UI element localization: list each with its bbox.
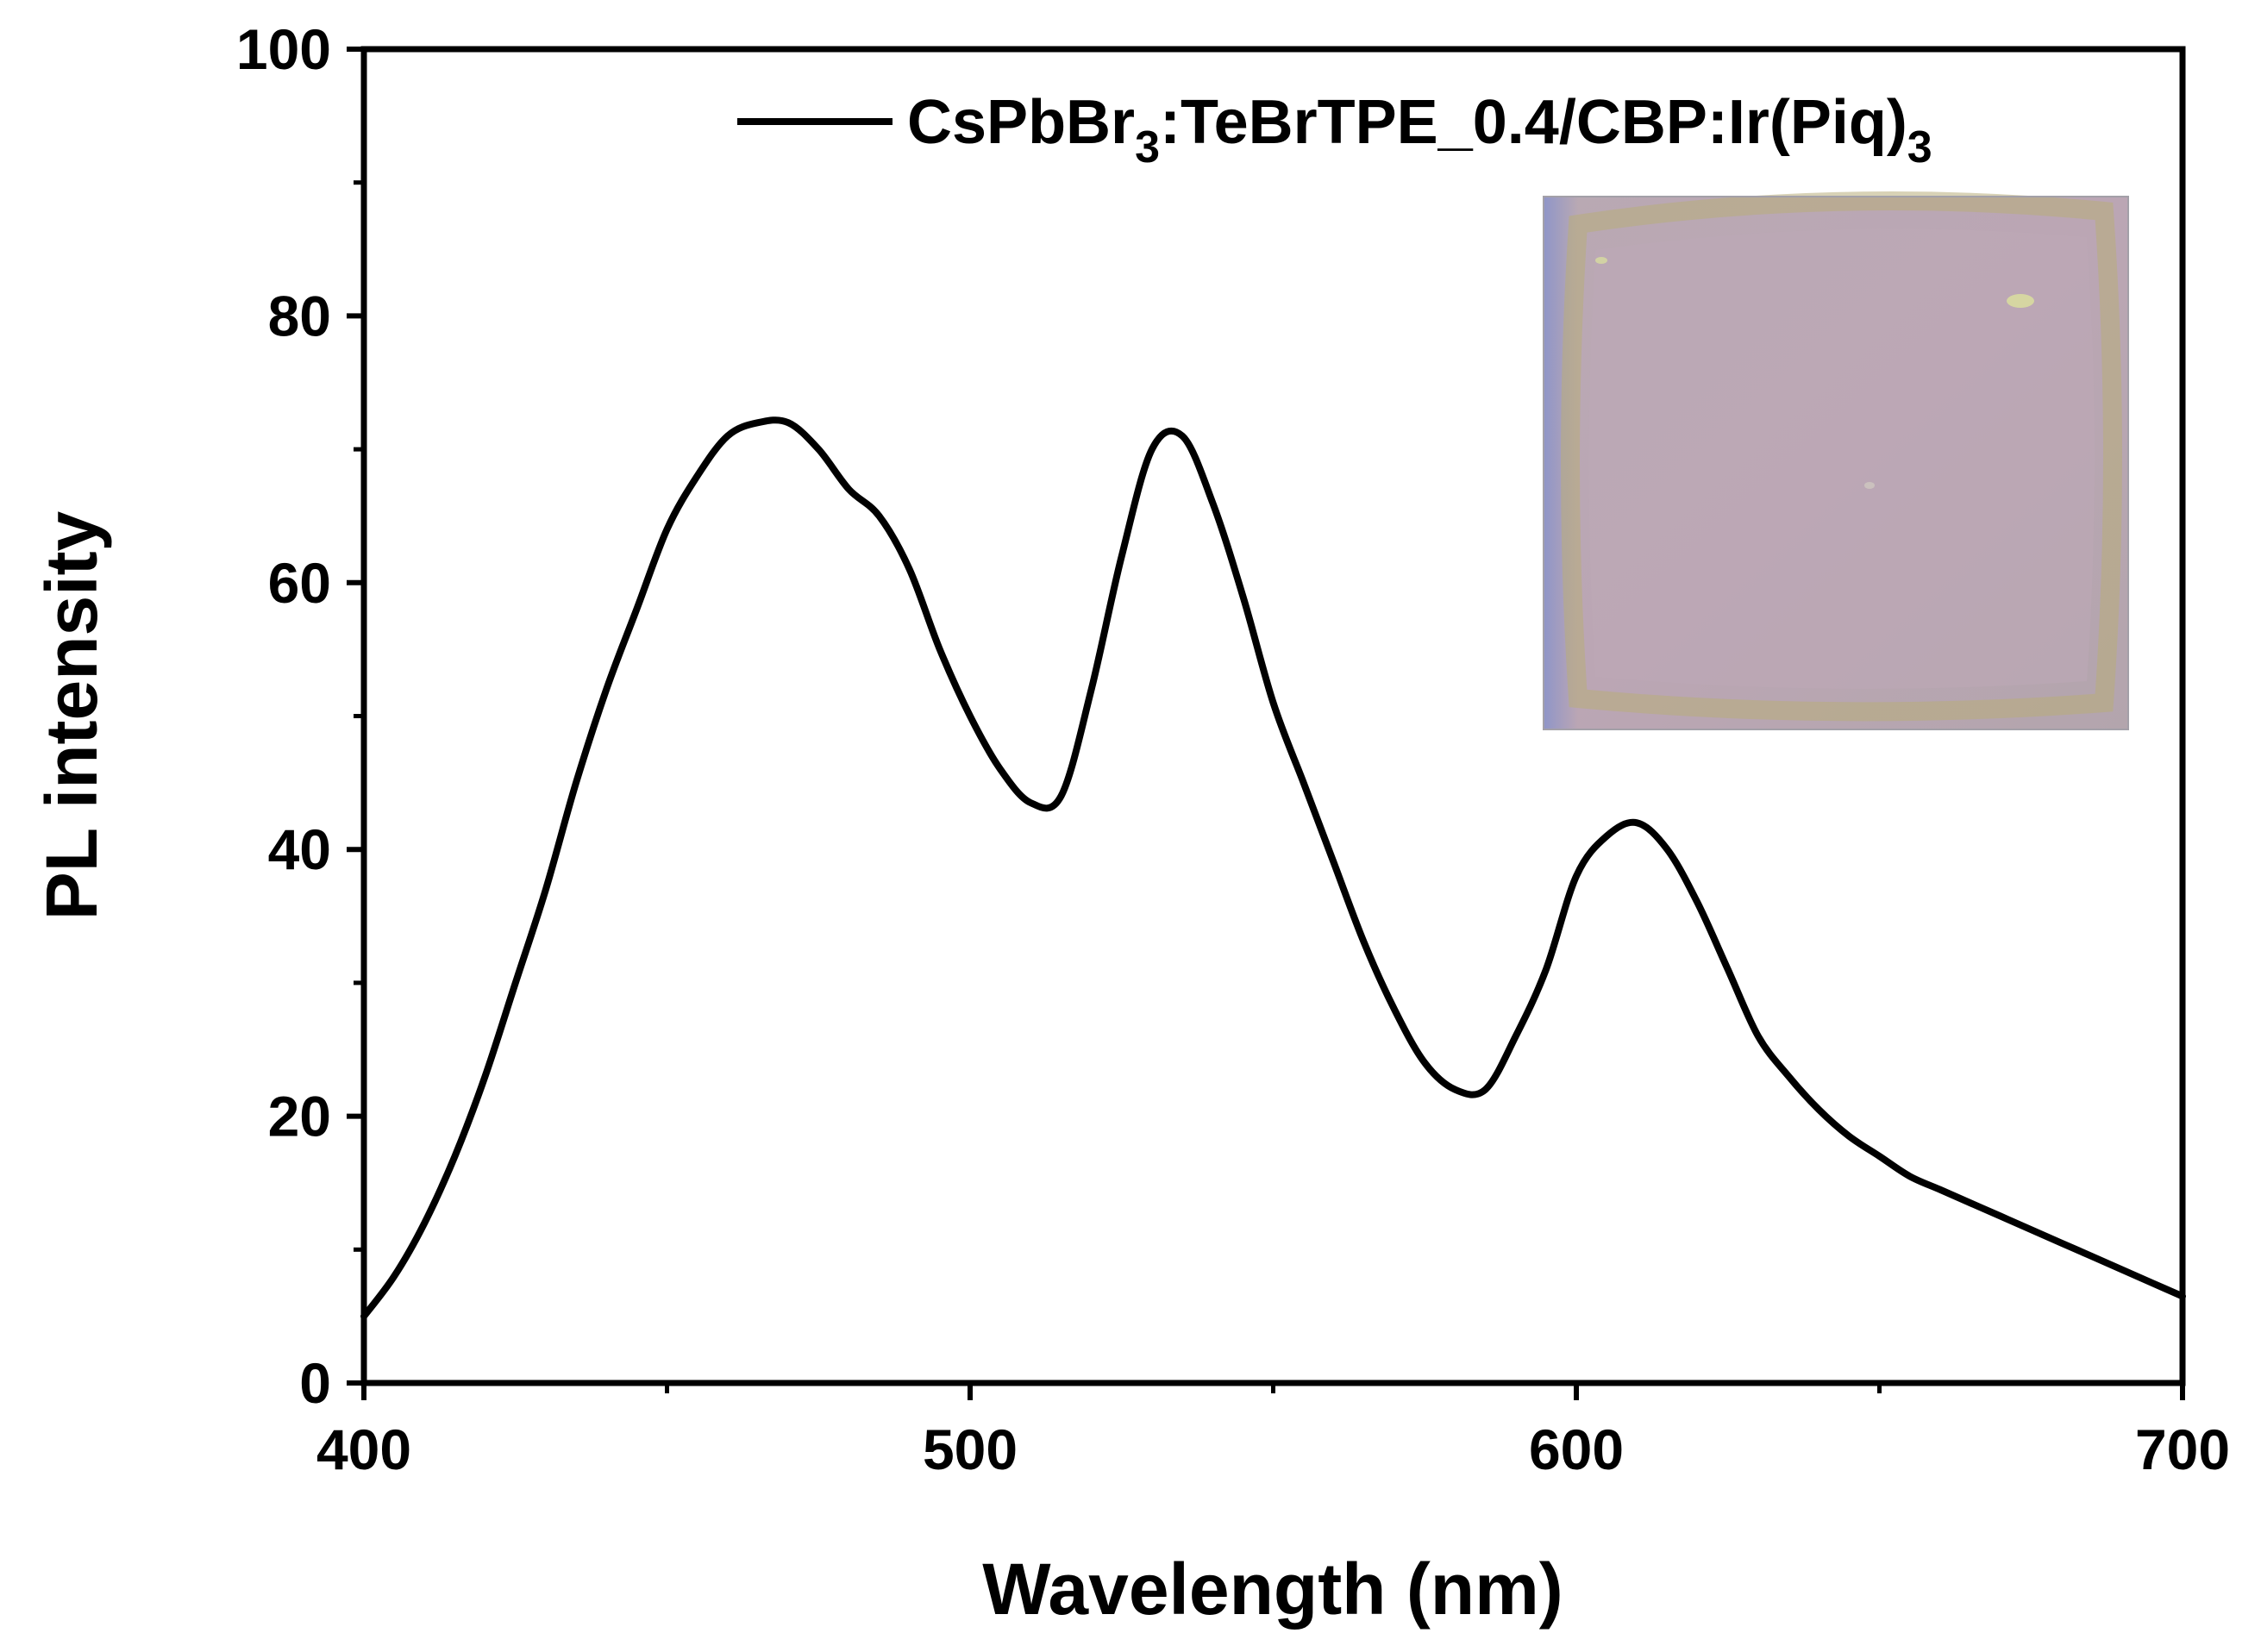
y-tick-label-60: 60: [268, 551, 331, 615]
y-tick-label-40: 40: [268, 817, 331, 881]
y-tick-label-100: 100: [236, 17, 331, 81]
y-axis-title: PL intensity: [31, 510, 112, 920]
y-tick-label-0: 0: [299, 1351, 331, 1415]
x-axis-ticks: 400 500 600 700: [316, 1383, 2230, 1481]
legend-label: CsPbBr3:TeBrTPE_0.4/CBP:Ir(Piq)3: [907, 88, 1932, 172]
y-axis-ticks: 0 20 40 60 80 100: [236, 17, 364, 1415]
legend: CsPbBr3:TeBrTPE_0.4/CBP:Ir(Piq)3: [737, 88, 1932, 172]
y-tick-label-80: 80: [268, 284, 331, 347]
y-tick-label-20: 20: [268, 1085, 331, 1148]
x-tick-label-400: 400: [316, 1417, 411, 1481]
x-tick-label-500: 500: [923, 1417, 1018, 1481]
series-line-pl-spectrum: [360, 416, 2186, 1320]
x-axis-title: Wavelength (nm): [982, 1549, 1563, 1630]
x-tick-label-700: 700: [2135, 1417, 2230, 1481]
x-tick-label-600: 600: [1529, 1417, 1624, 1481]
inset-photo: [1543, 191, 2129, 730]
